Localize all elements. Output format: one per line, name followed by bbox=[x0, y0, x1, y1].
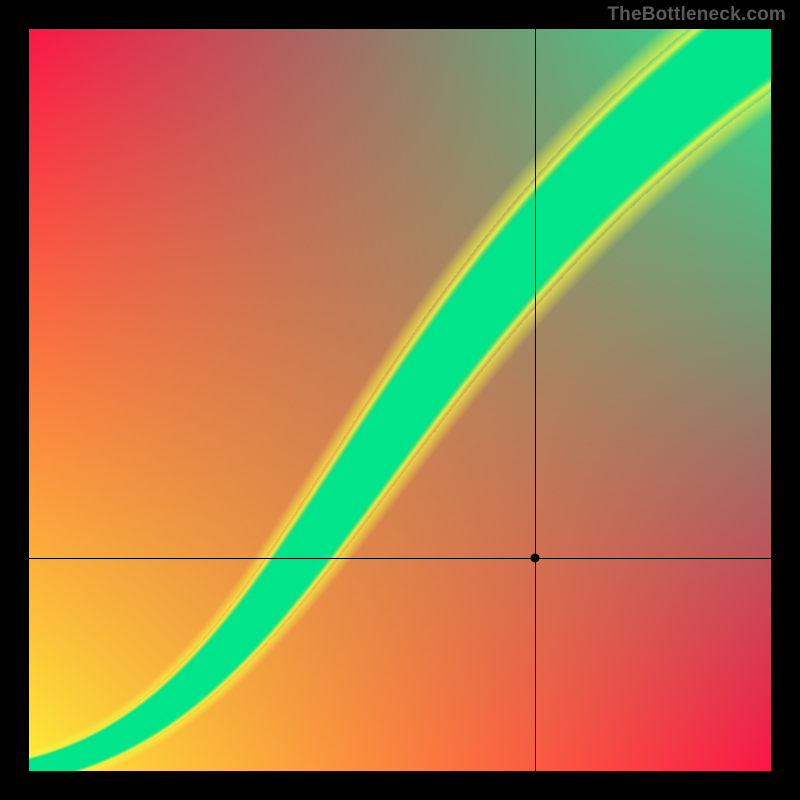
heatmap-plot bbox=[29, 29, 771, 771]
watermark-text: TheBottleneck.com bbox=[607, 4, 786, 26]
chart-frame: TheBottleneck.com bbox=[0, 0, 800, 800]
crosshair-horizontal bbox=[29, 558, 771, 559]
heatmap-canvas bbox=[29, 29, 771, 771]
crosshair-vertical bbox=[535, 29, 536, 771]
crosshair-marker bbox=[531, 554, 540, 563]
